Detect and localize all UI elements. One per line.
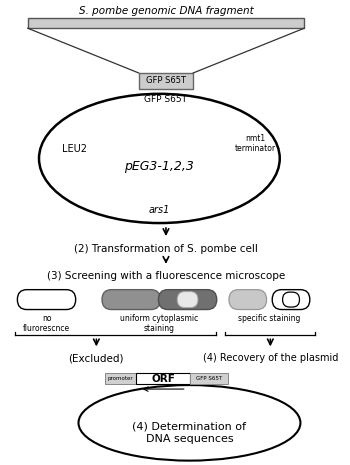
FancyBboxPatch shape — [18, 290, 76, 310]
Text: GFP S65T: GFP S65T — [145, 95, 188, 104]
FancyBboxPatch shape — [272, 290, 310, 310]
Text: (4) Recovery of the plasmid: (4) Recovery of the plasmid — [203, 353, 338, 363]
Text: (4) Determination of
DNA sequences: (4) Determination of DNA sequences — [132, 422, 246, 444]
FancyBboxPatch shape — [136, 373, 190, 384]
Text: GFP S65T: GFP S65T — [196, 376, 222, 381]
Text: (Excluded): (Excluded) — [69, 353, 124, 363]
Text: S. pombe genomic DNA fragment: S. pombe genomic DNA fragment — [79, 7, 253, 16]
Text: promoter: promoter — [107, 376, 133, 381]
Text: GFP S65T: GFP S65T — [146, 76, 186, 86]
Text: ars1: ars1 — [149, 205, 170, 215]
FancyBboxPatch shape — [102, 290, 160, 310]
Text: nmt1
terminator: nmt1 terminator — [235, 134, 276, 153]
Text: (2) Transformation of S. pombe cell: (2) Transformation of S. pombe cell — [74, 244, 258, 254]
FancyBboxPatch shape — [229, 290, 267, 310]
Text: pEG3-1,2,3: pEG3-1,2,3 — [125, 160, 194, 173]
FancyBboxPatch shape — [177, 292, 198, 307]
Text: ORF: ORF — [151, 373, 175, 384]
FancyBboxPatch shape — [28, 18, 304, 28]
FancyBboxPatch shape — [105, 373, 136, 384]
Text: uniform cytoplasmic
staining: uniform cytoplasmic staining — [120, 313, 198, 333]
FancyBboxPatch shape — [190, 373, 228, 384]
Text: LEU2: LEU2 — [62, 144, 87, 153]
FancyBboxPatch shape — [139, 73, 193, 89]
Text: specific staining: specific staining — [238, 313, 301, 323]
Text: (3) Screening with a fluorescence microscope: (3) Screening with a fluorescence micros… — [47, 271, 285, 281]
FancyBboxPatch shape — [159, 290, 217, 310]
FancyBboxPatch shape — [282, 292, 300, 307]
Text: no
flurorescnce: no flurorescnce — [23, 313, 70, 333]
